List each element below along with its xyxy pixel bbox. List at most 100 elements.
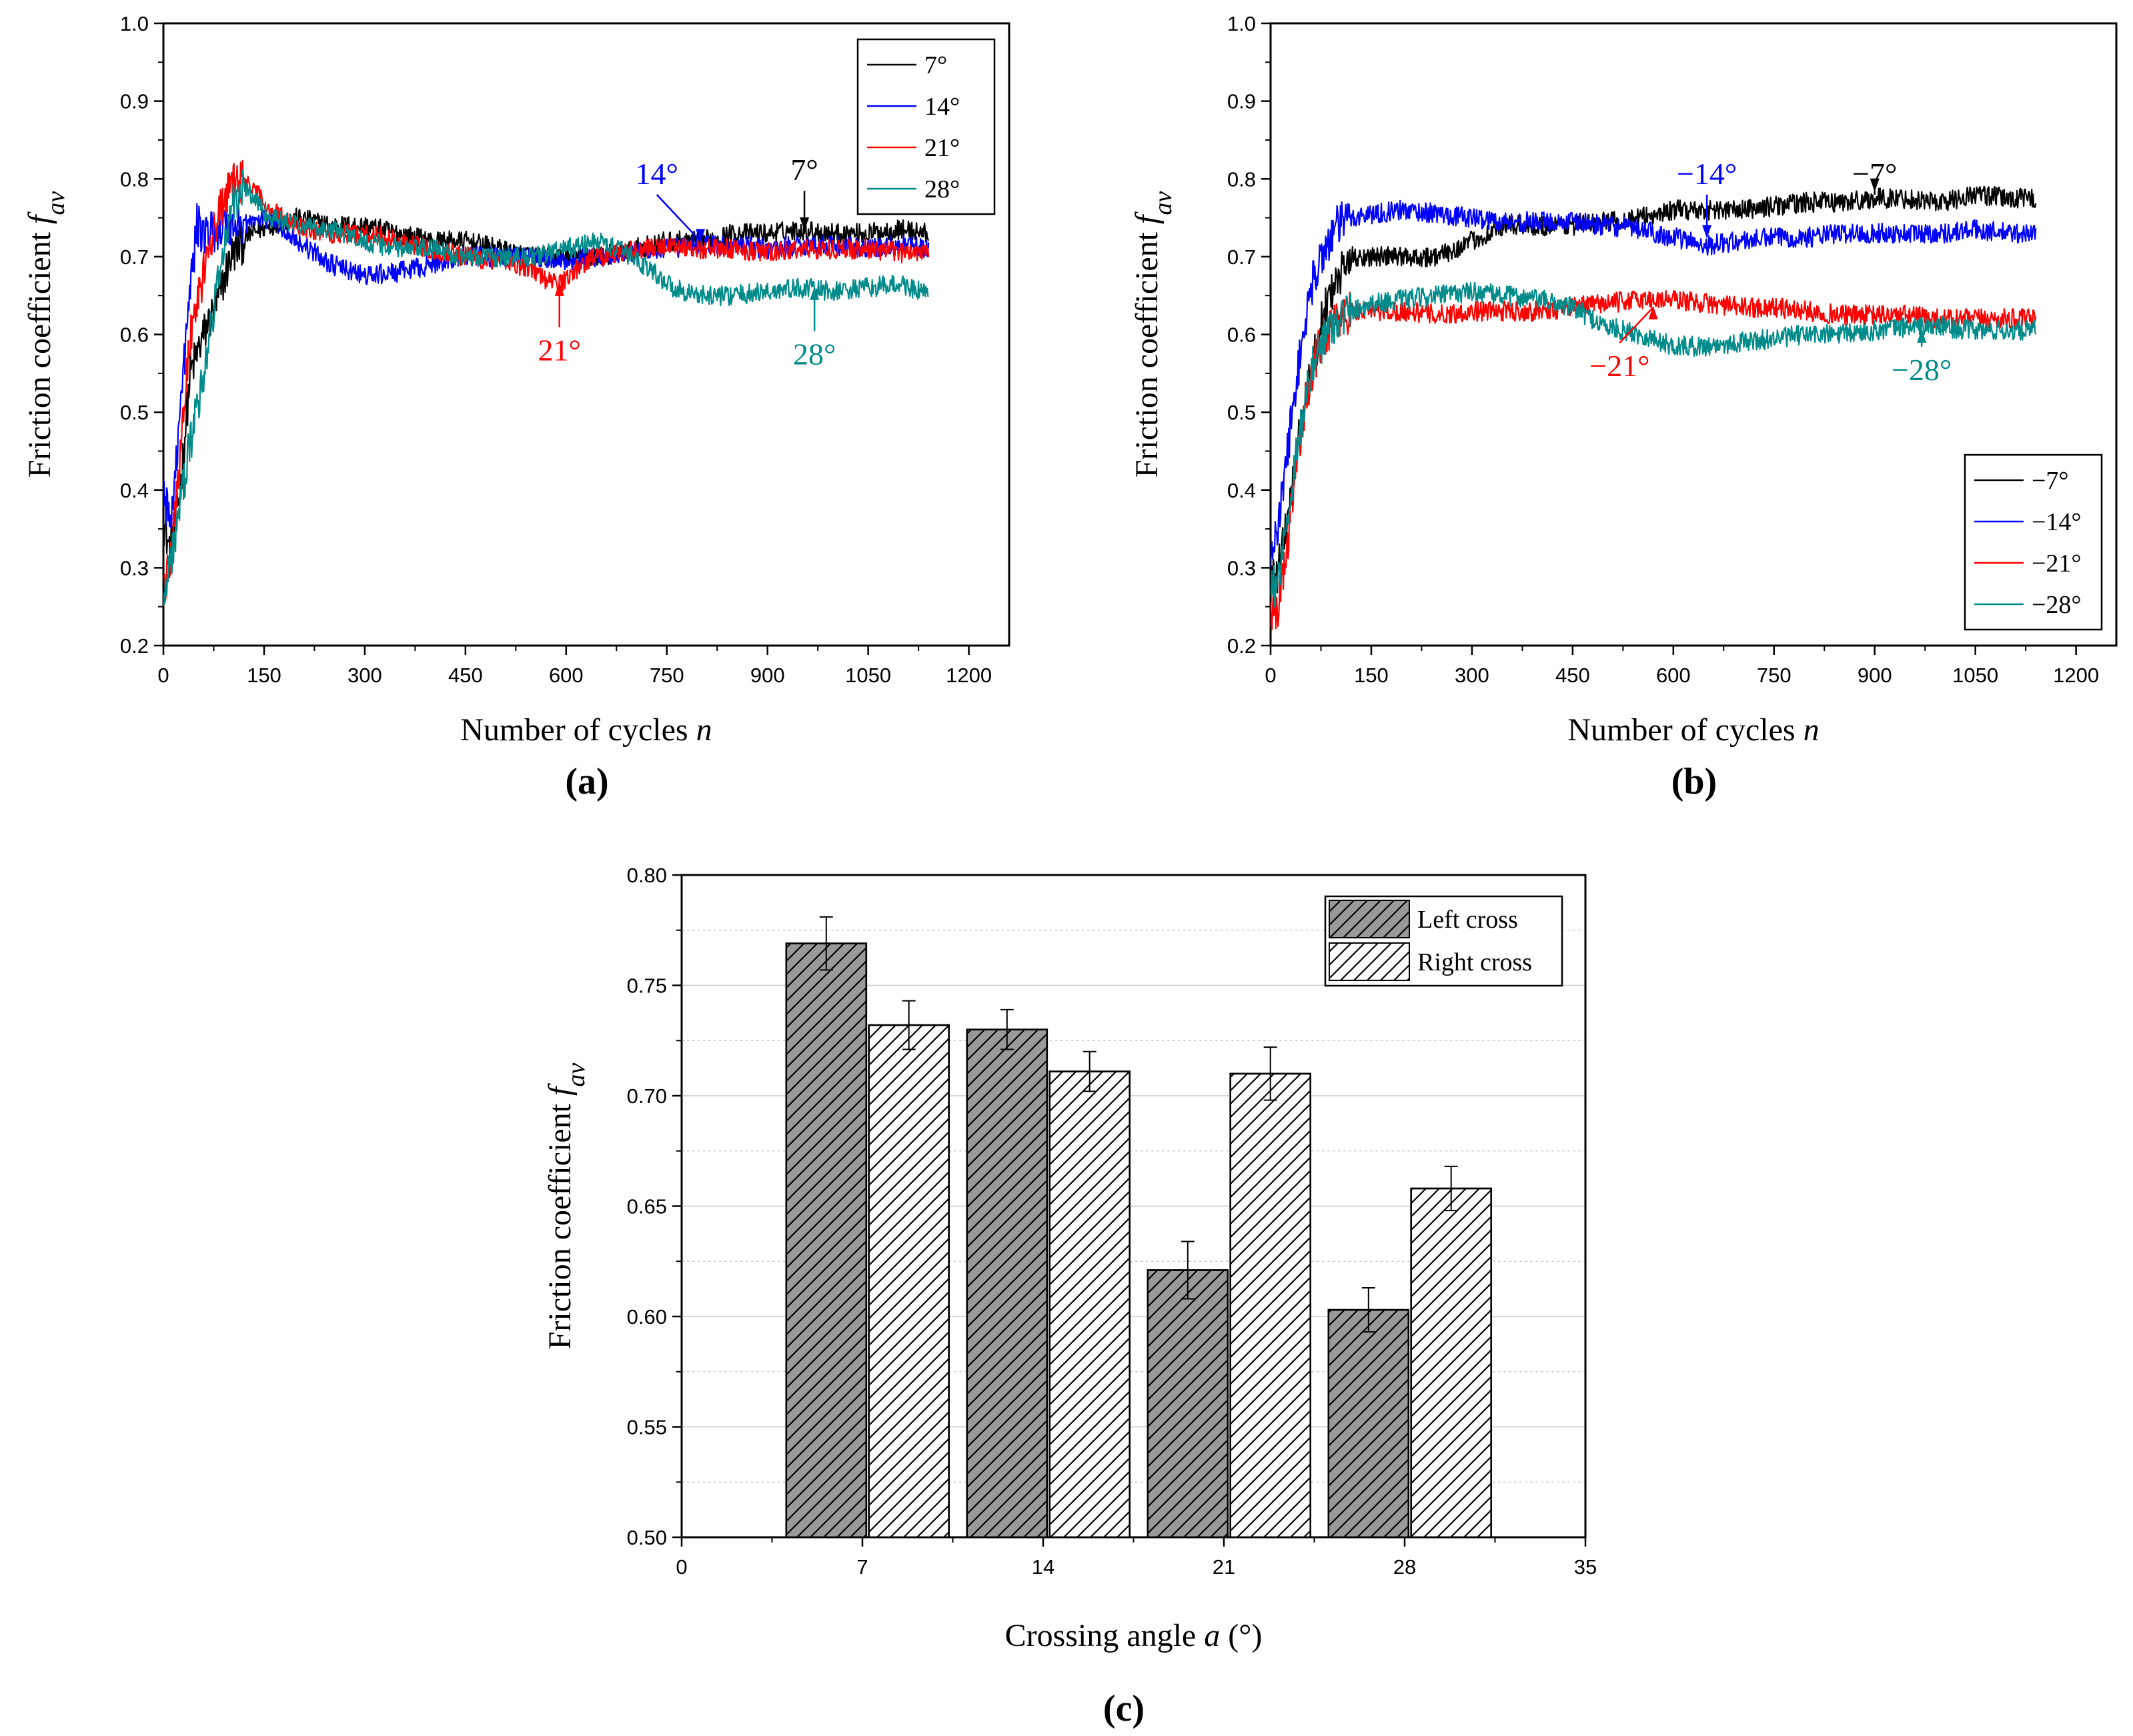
x-axis-label-var: n [696,712,712,748]
x-tick-label: 1050 [845,664,891,687]
annotation-2: −21° [1589,305,1658,383]
x-tick-label: 21 [1213,1555,1235,1579]
annotation-arrow-head [1917,329,1927,343]
panel-label: (c) [1103,1688,1145,1729]
line-chart-0: 0 150 300 450 600 750 900 1050 1200 0.2 0.3 0.4 0.5 0… [22,12,1010,802]
x-axis-label-var: n [1804,712,1820,748]
legend-label: −28° [2032,591,2082,619]
y-tick-label: 0.9 [120,90,149,113]
bars [785,916,1492,1539]
annotation-arrow-line [656,194,701,242]
x-tick-label: 900 [750,664,785,687]
error-bar-0-0 [819,916,833,971]
x-tick-label: 600 [549,664,584,687]
y-tick-label: 1.0 [1227,12,1256,35]
legend-swatch-hatch [1329,900,1410,938]
series-line-0 [1271,185,2037,602]
x-axis-label-space [1220,1618,1228,1653]
y-axis-label-sub: av [562,1063,590,1087]
bar-hatch-1-3 [1410,1187,1492,1539]
y-axis-label: Friction coefficient fav [542,1063,590,1350]
error-bar-1-1 [1083,1050,1097,1092]
y-axis-label: Friction coefficient fav [1129,191,1177,478]
x-axis-label-text: Crossing angle [1005,1618,1197,1653]
annotation-arrow-head [1648,305,1658,319]
bar-hatch-0-1 [966,1028,1048,1539]
annotation-arrow-line [1619,306,1654,343]
series-line-2 [1271,289,2037,630]
y-tick-label: 0.75 [627,974,667,998]
y-tick-label: 1.0 [120,12,149,35]
panel-label: (a) [565,761,608,802]
legend: −7° −14° −21° −28° [1964,454,2103,631]
x-tick-label: 750 [650,664,684,687]
annotation-arrow-head [554,282,564,296]
x-axis-label-text: Number of cycles [1567,712,1795,748]
y-tick-label: 0.50 [627,1526,667,1549]
series-line-1 [1271,199,2037,569]
bar-hatch-0-2 [1147,1269,1229,1539]
legend-swatch-hatch [1329,942,1410,981]
error-bar-0-1 [1000,1008,1014,1050]
legend-label: Right cross [1417,948,1532,976]
y-axis-label-sub: av [42,191,70,215]
annotation-arrow-head [696,229,706,243]
annotation-1: −7° [1852,157,1897,195]
annotation-1: 7° [790,153,818,231]
x-tick-label: 14 [1032,1555,1054,1579]
legend: Left cross Right cross [1324,895,1563,987]
x-tick-label: 28 [1393,1555,1416,1579]
y-tick-label: 0.5 [120,401,149,424]
y-tick-label: 0.2 [1227,634,1256,658]
error-bar-1-2 [1263,1046,1277,1101]
annotation-label: −21° [1589,349,1649,383]
y-tick-label: 0.9 [1227,90,1256,113]
y-axis-label-text: Friction coefficient [542,1103,578,1349]
x-tick-label: 750 [1757,664,1792,687]
y-tick-label: 0.55 [627,1416,667,1439]
y-tick-label: 0.60 [627,1305,667,1329]
y-tick-label: 0.80 [627,864,667,887]
y-tick-label: 0.2 [120,634,149,658]
annotation-label: 14° [635,157,678,191]
error-bar-1-3 [1444,1165,1458,1212]
annotation-3: −28° [1892,329,1952,387]
series-line-3 [1271,281,2037,608]
series-line-3 [163,169,929,606]
x-tick-label: 0 [1265,664,1276,687]
legend-label: 14° [924,93,960,121]
x-tick-label: 600 [1656,664,1691,687]
y-tick-label: 0.6 [120,323,149,347]
y-tick-label: 0.8 [1227,167,1256,191]
x-axis-label-space [688,712,696,748]
x-tick-label: 900 [1858,664,1892,687]
y-axis-label: Friction coefficient fav [22,191,70,478]
y-axis-label-space [542,1096,578,1104]
annotation-0: 14° [635,157,706,243]
legend-label: 21° [924,134,960,162]
annotation-0: −14° [1677,157,1737,239]
annotation-label: 28° [793,337,836,371]
legend-label: −7° [2032,467,2069,495]
series-group [163,159,930,606]
x-axis-label-space [1196,1618,1204,1653]
x-tick-label: 150 [1354,664,1389,687]
y-tick-label: 0.70 [627,1084,667,1108]
x-tick-label: 450 [448,664,483,687]
x-axis-label-var: a [1204,1618,1220,1653]
legend: 7° 14° 21° 28° [856,38,996,215]
bar-hatch-1-1 [1048,1070,1131,1539]
y-tick-label: 0.7 [1227,245,1256,269]
annotation-label: 7° [790,153,818,187]
ticks: 0 150 300 450 600 750 900 1050 1200 0.2 0.3 0.4 0.5 0… [120,12,992,687]
x-axis-label: Number of cycles n [460,712,712,748]
bar-hatch-0-0 [785,942,868,1539]
annotation-arrow-head [810,286,820,300]
x-tick-label: 1200 [2053,664,2099,687]
x-tick-label: 0 [157,664,169,687]
chart-layer: 0 150 300 450 600 750 900 1050 12000.20.30.40.50… [22,12,2118,1729]
error-bar-0-3 [1361,1286,1375,1333]
x-axis-label: Crossing angle a (°) [1005,1618,1263,1653]
annotation-label: −14° [1677,157,1737,191]
